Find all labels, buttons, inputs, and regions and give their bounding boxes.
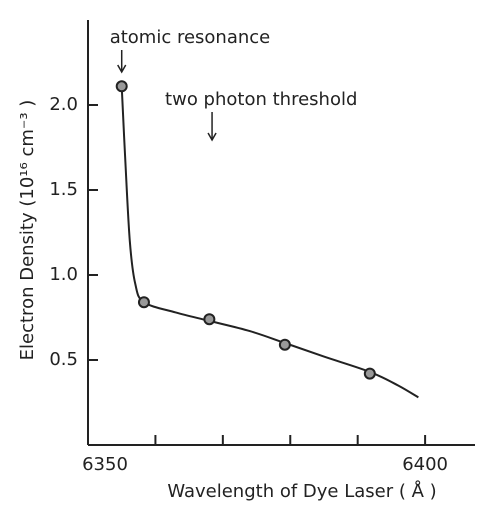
annotation-arrowhead <box>117 64 127 74</box>
curve <box>120 86 419 399</box>
annotation: two photon threshold <box>165 89 357 110</box>
data-point <box>115 80 128 93</box>
annotation-arrowhead <box>207 132 217 142</box>
y-tick-label: 1.0 <box>49 264 78 285</box>
data-point <box>203 313 216 326</box>
y-tick-label: 0.5 <box>49 349 78 370</box>
y-axis-label: Electron Density (10¹⁶ cm⁻³ ) <box>17 100 38 361</box>
x-tick-label: 6400 <box>402 454 448 475</box>
data-point <box>278 338 291 351</box>
y-tick-label: 2.0 <box>49 94 78 115</box>
data-point <box>137 296 150 309</box>
x-tick-label: 6350 <box>82 454 128 475</box>
x-axis-label: Wavelength of Dye Laser ( Å ) <box>167 480 436 502</box>
y-tick-label: 1.5 <box>49 179 78 200</box>
data-point <box>363 367 376 380</box>
annotation: atomic resonance <box>110 27 271 48</box>
